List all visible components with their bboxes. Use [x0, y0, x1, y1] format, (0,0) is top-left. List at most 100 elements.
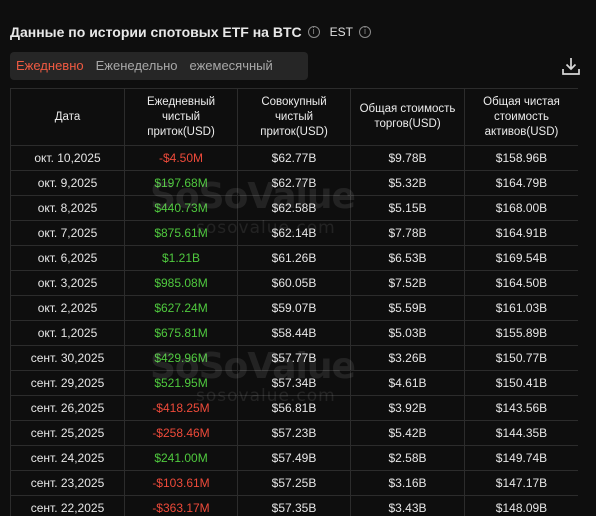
- cumulative-inflow-cell: $62.77B: [237, 145, 351, 171]
- trading-value-cell: $3.26B: [350, 345, 465, 371]
- date-cell: сент. 22,2025: [10, 495, 125, 516]
- date-cell: окт. 10,2025: [10, 145, 125, 171]
- table-row[interactable]: окт. 3,2025 $985.08M $60.05B $7.52B $164.50B: [10, 270, 578, 296]
- cumulative-inflow-cell: $61.26B: [237, 245, 351, 271]
- table-row[interactable]: окт. 7,2025 $875.61M $62.14B $7.78B $164.91B: [10, 220, 578, 246]
- net-assets-cell: $147.17B: [464, 470, 578, 496]
- cumulative-inflow-cell: $62.14B: [237, 220, 351, 246]
- trading-value-cell: $7.52B: [350, 270, 465, 296]
- net-assets-cell: $164.91B: [464, 220, 578, 246]
- table-row[interactable]: окт. 6,2025 $1.21B $61.26B $6.53B $169.54B: [10, 245, 578, 271]
- tab-daily[interactable]: Ежедневно: [16, 58, 84, 73]
- date-cell: окт. 7,2025: [10, 220, 125, 246]
- table-row[interactable]: сент. 23,2025 -$103.61M $57.25B $3.16B $147.…: [10, 470, 578, 496]
- table-row[interactable]: окт. 10,2025 -$4.50M $62.77B $9.78B $158.96B: [10, 145, 578, 171]
- trading-value-cell: $9.78B: [350, 145, 465, 171]
- table-row[interactable]: сент. 30,2025 $429.96M $57.77B $3.26B $150.7…: [10, 345, 578, 371]
- trading-value-cell: $5.03B: [350, 320, 465, 346]
- net-assets-cell: $168.00B: [464, 195, 578, 221]
- trading-value-cell: $5.32B: [350, 170, 465, 196]
- date-cell: сент. 25,2025: [10, 420, 125, 446]
- table-body: окт. 10,2025 -$4.50M $62.77B $9.78B $158.96B…: [10, 145, 578, 516]
- table-row[interactable]: окт. 2,2025 $627.24M $59.07B $5.59B $161.03B: [10, 295, 578, 321]
- cumulative-inflow-cell: $57.49B: [237, 445, 351, 471]
- date-cell: окт. 3,2025: [10, 270, 125, 296]
- cumulative-inflow-cell: $57.25B: [237, 470, 351, 496]
- daily-inflow-cell: $241.00M: [124, 445, 238, 471]
- cumulative-inflow-cell: $62.58B: [237, 195, 351, 221]
- net-assets-cell: $158.96B: [464, 145, 578, 171]
- daily-inflow-cell: $197.68M: [124, 170, 238, 196]
- table-row[interactable]: окт. 1,2025 $675.81M $58.44B $5.03B $155.89B: [10, 320, 578, 346]
- net-assets-cell: $149.74B: [464, 445, 578, 471]
- net-assets-cell: $143.56B: [464, 395, 578, 421]
- trading-value-cell: $4.61B: [350, 370, 465, 396]
- tab-weekly[interactable]: Еженедельно: [95, 58, 178, 73]
- daily-inflow-cell: $627.24M: [124, 295, 238, 321]
- daily-inflow-cell: $440.73M: [124, 195, 238, 221]
- cumulative-inflow-cell: $58.44B: [237, 320, 351, 346]
- info-icon[interactable]: i: [358, 26, 371, 38]
- net-assets-cell: $150.41B: [464, 370, 578, 396]
- trading-value-cell: $3.92B: [350, 395, 465, 421]
- date-cell: сент. 24,2025: [10, 445, 125, 471]
- trading-value-cell: $6.53B: [350, 245, 465, 271]
- daily-inflow-cell: $1.21B: [124, 245, 238, 271]
- table-row[interactable]: сент. 26,2025 -$418.25M $56.81B $3.92B $143.…: [10, 395, 578, 421]
- cumulative-inflow-cell: $57.23B: [237, 420, 351, 446]
- daily-inflow-cell: -$4.50M: [124, 145, 238, 171]
- net-assets-cell: $148.09B: [464, 495, 578, 516]
- net-assets-cell: $150.77B: [464, 345, 578, 371]
- column-header-date[interactable]: Дата: [10, 88, 125, 146]
- cumulative-inflow-cell: $59.07B: [237, 295, 351, 321]
- column-header-daily-inflow[interactable]: Ежедневный чистый приток(USD): [124, 88, 238, 146]
- trading-value-cell: $7.78B: [350, 220, 465, 246]
- daily-inflow-cell: -$363.17M: [124, 495, 238, 516]
- period-tabs: Ежедневно Еженедельно ежемесячный: [10, 52, 308, 80]
- daily-inflow-cell: $521.95M: [124, 370, 238, 396]
- table-row[interactable]: окт. 9,2025 $197.68M $62.77B $5.32B $164.79B: [10, 170, 578, 196]
- date-cell: окт. 1,2025: [10, 320, 125, 346]
- table-row[interactable]: сент. 29,2025 $521.95M $57.34B $4.61B $150.4…: [10, 370, 578, 396]
- table-header-row: Дата Ежедневный чистый приток(USD) Совок…: [10, 88, 578, 146]
- table-row[interactable]: сент. 24,2025 $241.00M $57.49B $2.58B $149.7…: [10, 445, 578, 471]
- trading-value-cell: $5.15B: [350, 195, 465, 221]
- trading-value-cell: $5.42B: [350, 420, 465, 446]
- daily-inflow-cell: $875.61M: [124, 220, 238, 246]
- timezone-label: EST: [329, 25, 353, 39]
- date-cell: окт. 2,2025: [10, 295, 125, 321]
- net-assets-cell: $144.35B: [464, 420, 578, 446]
- date-cell: сент. 23,2025: [10, 470, 125, 496]
- cumulative-inflow-cell: $60.05B: [237, 270, 351, 296]
- download-icon[interactable]: [560, 55, 582, 77]
- daily-inflow-cell: $675.81M: [124, 320, 238, 346]
- net-assets-cell: $155.89B: [464, 320, 578, 346]
- etf-history-table-container[interactable]: Дата Ежедневный чистый приток(USD) Совок…: [10, 88, 578, 516]
- daily-inflow-cell: $429.96M: [124, 345, 238, 371]
- trading-value-cell: $3.43B: [350, 495, 465, 516]
- tab-monthly[interactable]: ежемесячный: [189, 58, 273, 73]
- date-cell: сент. 30,2025: [10, 345, 125, 371]
- header: Данные по истории спотовых ETF на BTC i …: [10, 22, 371, 42]
- cumulative-inflow-cell: $56.81B: [237, 395, 351, 421]
- column-header-cumulative-inflow[interactable]: Совокупный чистый приток(USD): [237, 88, 351, 146]
- net-assets-cell: $164.50B: [464, 270, 578, 296]
- daily-inflow-cell: $985.08M: [124, 270, 238, 296]
- cumulative-inflow-cell: $57.35B: [237, 495, 351, 516]
- cumulative-inflow-cell: $57.34B: [237, 370, 351, 396]
- table-row[interactable]: окт. 8,2025 $440.73M $62.58B $5.15B $168.00B: [10, 195, 578, 221]
- trading-value-cell: $5.59B: [350, 295, 465, 321]
- date-cell: сент. 26,2025: [10, 395, 125, 421]
- date-cell: окт. 6,2025: [10, 245, 125, 271]
- info-icon[interactable]: i: [307, 26, 320, 38]
- cumulative-inflow-cell: $62.77B: [237, 170, 351, 196]
- cumulative-inflow-cell: $57.77B: [237, 345, 351, 371]
- trading-value-cell: $2.58B: [350, 445, 465, 471]
- date-cell: окт. 8,2025: [10, 195, 125, 221]
- table-row[interactable]: сент. 25,2025 -$258.46M $57.23B $5.42B $144.…: [10, 420, 578, 446]
- net-assets-cell: $169.54B: [464, 245, 578, 271]
- column-header-net-assets[interactable]: Общая чистая стоимость активов(USD): [464, 88, 578, 146]
- table-row[interactable]: сент. 22,2025 -$363.17M $57.35B $3.43B $148.…: [10, 495, 578, 516]
- column-header-trading-value[interactable]: Общая стоимость торгов(USD): [350, 88, 465, 146]
- date-cell: сент. 29,2025: [10, 370, 125, 396]
